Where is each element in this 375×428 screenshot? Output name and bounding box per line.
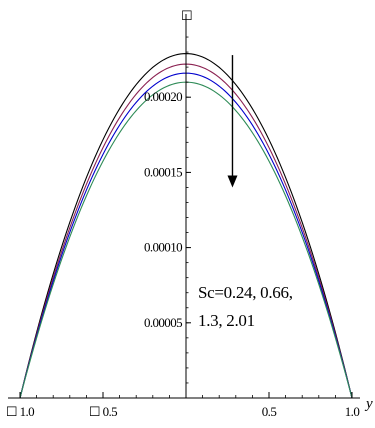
y-tick-label-4: 0.00020 [144,89,182,104]
x-tick-label-4: 1.0 [345,404,360,419]
x-axis-title: y [364,396,373,412]
ticks: 0.00005 0.00010 0.00015 0.00020 ☐ 1.0 ☐ 0.5 0.… [6,36,360,419]
y-axis-title: ☐ [181,8,192,23]
annotation-line-1: Sc=0.24, 0.66, [198,283,293,302]
annotation-line-2: 1.3, 2.01 [198,311,255,330]
y-tick-label-1: 0.00005 [144,315,182,330]
y-tick-label-2: 0.00010 [144,240,182,255]
x-tick-label-2: ☐ 0.5 [89,404,117,419]
x-tick-label-3: 0.5 [262,404,277,419]
arrow-head [227,175,238,188]
arrow [227,55,238,188]
axes [8,14,360,399]
y-tick-label-3: 0.00015 [144,164,182,179]
x-tick-label-1: ☐ 1.0 [6,404,34,419]
